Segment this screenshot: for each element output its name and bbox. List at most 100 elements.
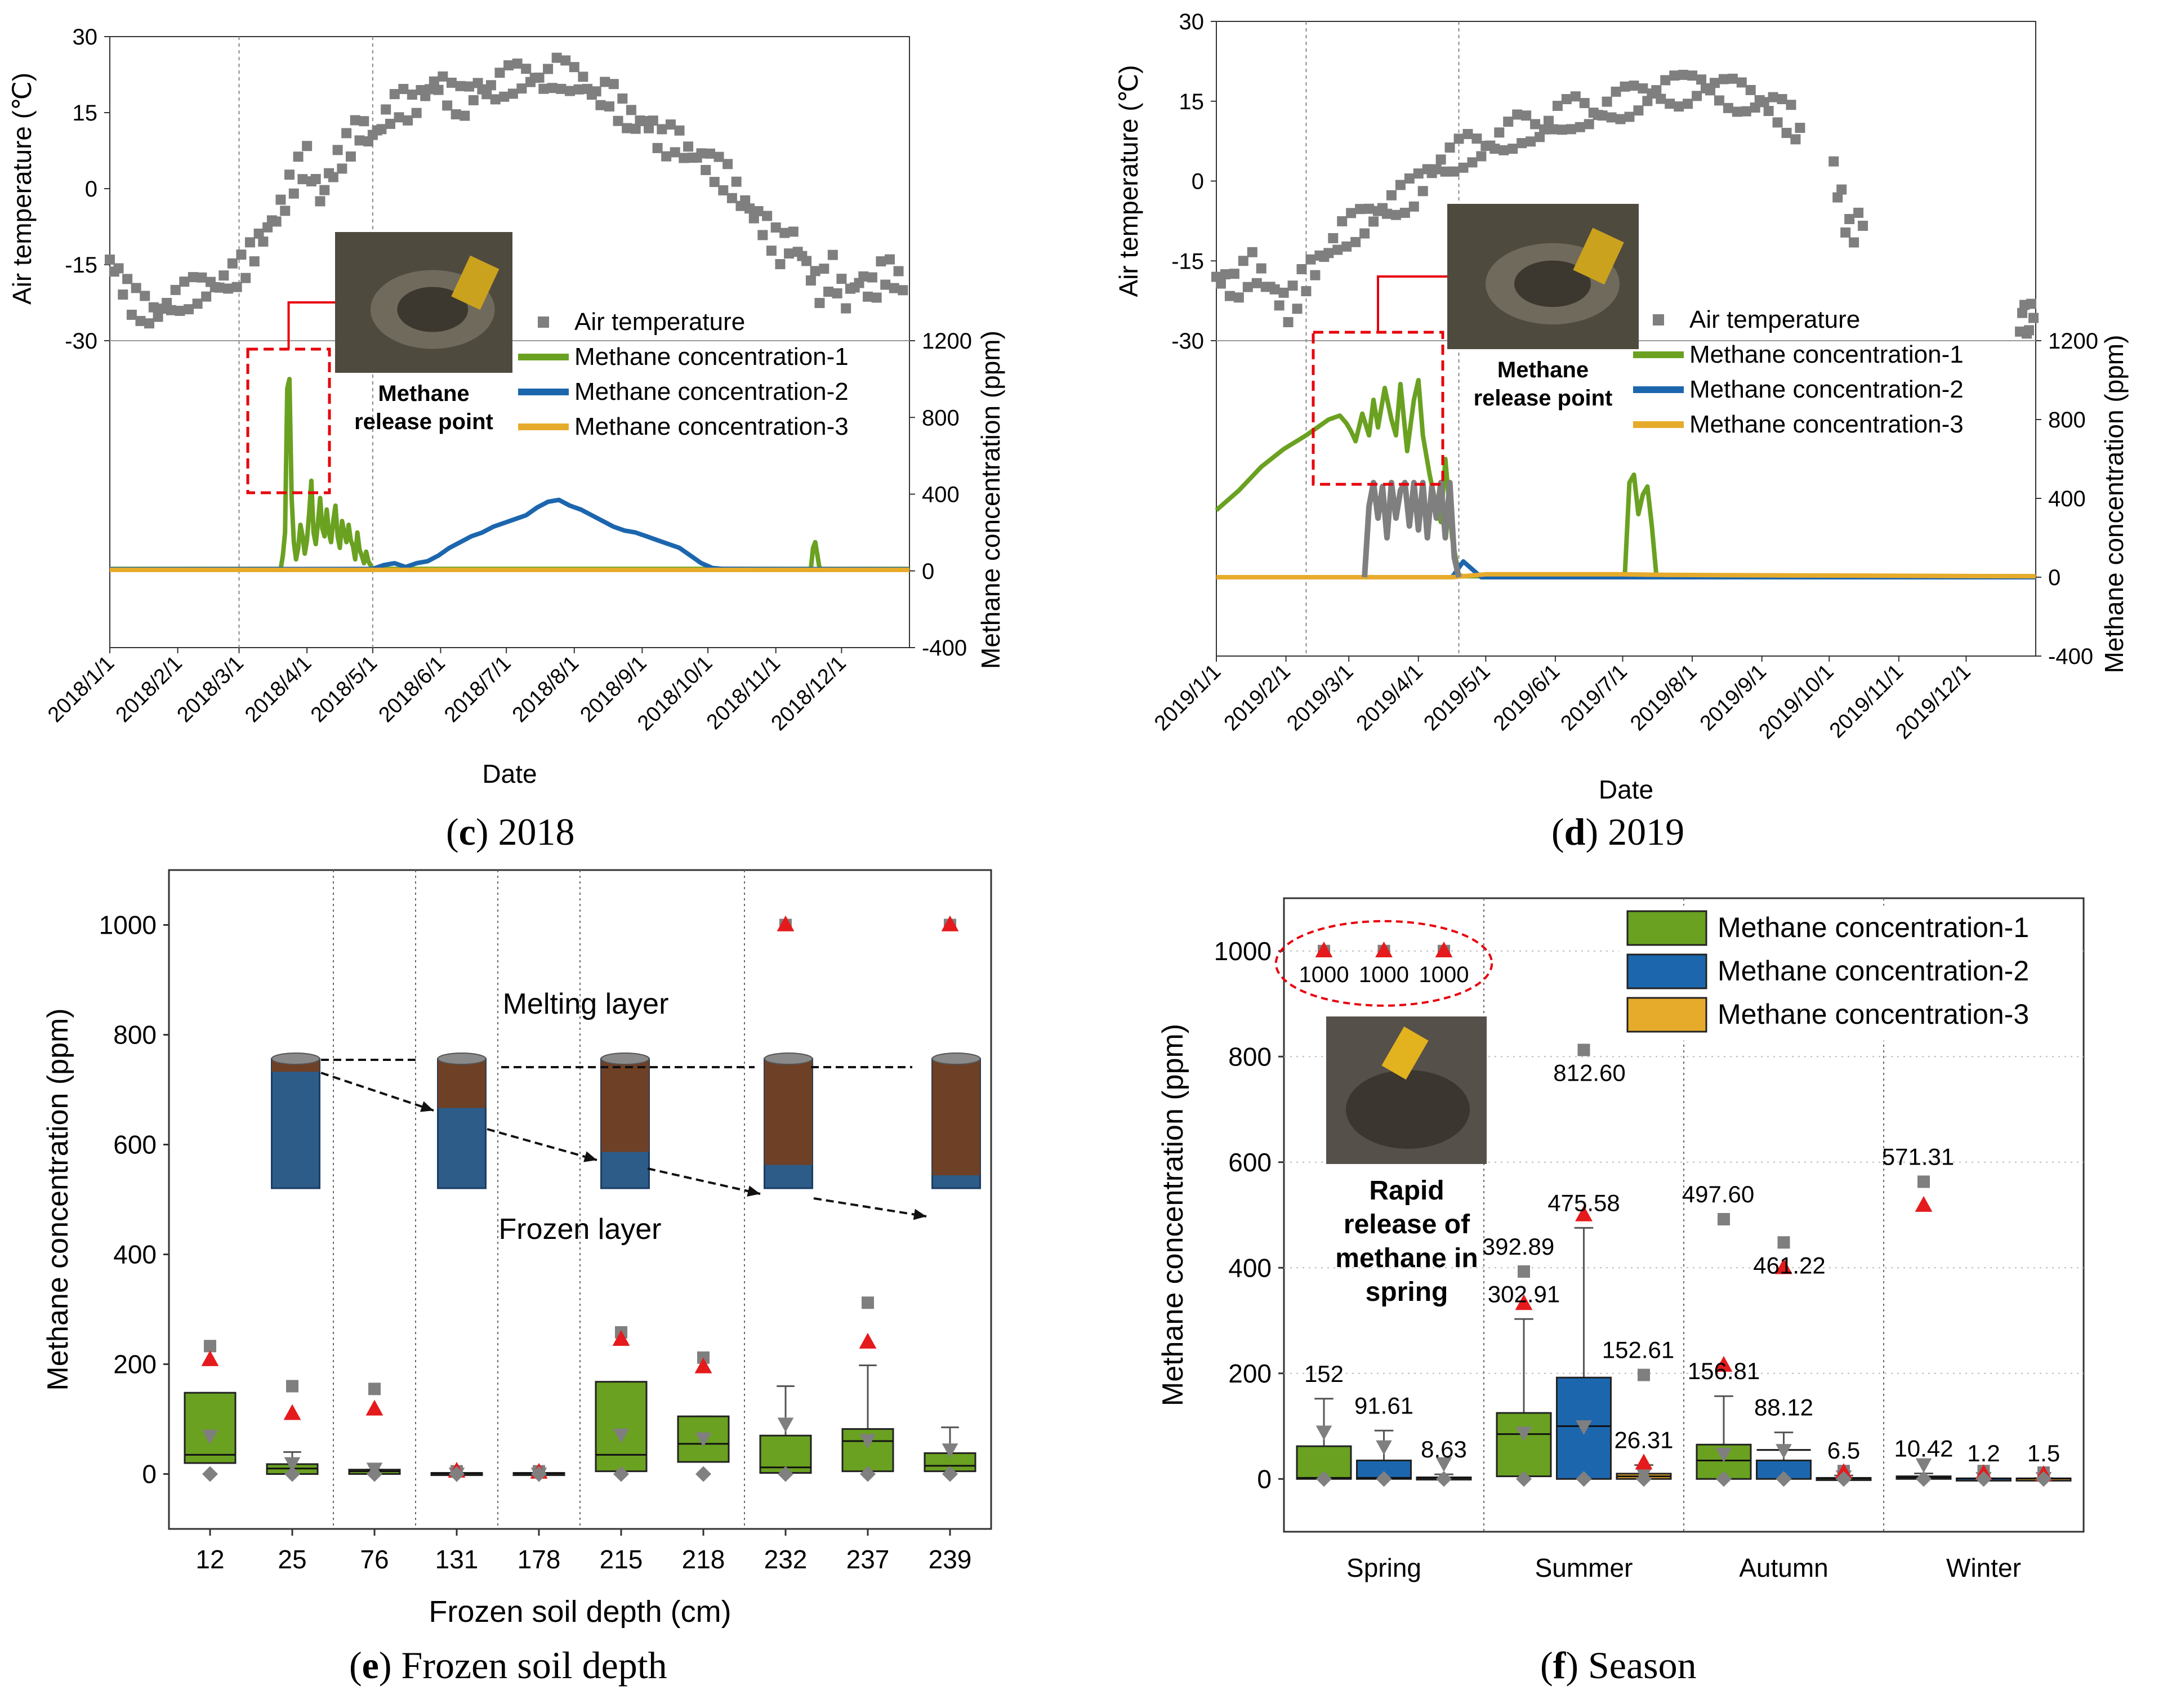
temp-point (1499, 145, 1509, 155)
temp-point (670, 147, 680, 158)
temp-point (244, 237, 255, 248)
y-tick-label-left: 15 (1179, 90, 1205, 114)
temp-point (753, 206, 764, 216)
season-mean-marker (1435, 1457, 1452, 1472)
temp-point (1535, 132, 1545, 142)
temp-point (218, 270, 229, 281)
temp-point (1727, 73, 1738, 84)
temp-point (1521, 110, 1532, 121)
temp-point (512, 58, 523, 69)
series-line-methane-concentration-2 (109, 497, 910, 572)
temp-point (1364, 203, 1375, 214)
temp-point (1381, 208, 1392, 219)
y-tick-label-left: -15 (65, 253, 97, 278)
temp-point (652, 142, 663, 153)
depth-p99-marker (694, 1357, 712, 1373)
frozen-front-arrow (647, 1167, 761, 1195)
legend-label: Methane concentration-2 (1689, 376, 1964, 403)
y-tick-label-right: -400 (2048, 644, 2093, 669)
max-value-label: 152.61 (1602, 1337, 1674, 1363)
temp-point (201, 291, 212, 302)
temp-point (503, 60, 514, 71)
temp-point (1238, 256, 1248, 266)
y-axis-title: Methane concentration (ppm) (42, 1008, 74, 1390)
x-tick-label: Autumn (1739, 1553, 1828, 1582)
temp-point (345, 151, 356, 162)
temp-point (617, 93, 628, 104)
x-tick-label: 2019/10/1 (1754, 660, 1838, 744)
temp-point (184, 304, 194, 315)
temp-point (657, 124, 667, 135)
temp-point (661, 151, 672, 162)
temp-point (1296, 264, 1307, 274)
x-tick-label: 2018/7/1 (440, 652, 515, 727)
temp-point (600, 77, 610, 87)
season-min-marker (1516, 1471, 1532, 1487)
y-tick-label-left: -30 (65, 329, 97, 354)
inset-label-line: spring (1366, 1277, 1448, 1307)
x-tick-label: Winter (1946, 1553, 2021, 1582)
temp-point (713, 151, 724, 162)
x-axis-title: Date (1599, 775, 1653, 804)
temp-point (1660, 75, 1671, 86)
temp-point (170, 284, 181, 295)
x-axis-title: Date (482, 759, 537, 788)
temp-point (1251, 278, 1262, 288)
temp-point (249, 256, 260, 267)
temp-point (1732, 106, 1742, 117)
x-tick-label: 2018/6/1 (374, 652, 450, 727)
caption-c: (c) 2018 (446, 810, 575, 853)
temp-point (429, 76, 439, 87)
temp-point (696, 148, 707, 159)
temp-point (1575, 122, 1585, 132)
depth-max-marker (286, 1380, 298, 1393)
temp-point (490, 94, 501, 105)
depth-max-marker (368, 1383, 381, 1395)
y-tick-label: 1000 (1214, 936, 1272, 966)
depth-mean-marker (695, 1432, 712, 1447)
depth-p99-marker (859, 1332, 877, 1349)
temp-point (1709, 78, 1720, 88)
temp-point (648, 115, 658, 126)
temp-point (140, 291, 150, 301)
temp-point (613, 115, 623, 126)
arrow-head (747, 1185, 760, 1197)
series-line-methane-concentration-3 (1216, 572, 2036, 579)
legend-label: Methane concentration-2 (1718, 955, 2029, 987)
temp-point (2026, 298, 2037, 309)
y-tick-label-right: 0 (922, 559, 934, 584)
outlier-label: 1000 (1299, 962, 1349, 987)
chart-2018: -30 -15 0 15 30 -400 0 400 800 1200 2018/1/12018/2… (7, 25, 1005, 788)
season-min-marker (2036, 1471, 2051, 1487)
y-tick-label-left: 15 (73, 101, 98, 126)
x-tick-label: 2019/7/1 (1557, 660, 1632, 735)
temp-point (880, 279, 891, 290)
annotation-line-1: Methane (1497, 358, 1589, 382)
x-tick-label: 237 (846, 1545, 890, 1574)
depth-min-marker (202, 1466, 218, 1482)
temp-point (118, 289, 128, 300)
temp-point (819, 264, 829, 274)
temp-point (547, 83, 558, 93)
arrow-head (420, 1101, 434, 1112)
y-tick-label-left: -15 (1171, 249, 1204, 274)
temp-point (871, 292, 882, 303)
x-tick-label: 2019/8/1 (1626, 660, 1701, 735)
temp-point (1390, 209, 1401, 220)
season-min-marker (1776, 1471, 1792, 1487)
temp-point (1781, 128, 1792, 139)
temp-point (175, 306, 185, 316)
temp-point (564, 86, 575, 96)
soil-melted-part (438, 1059, 486, 1108)
x-tick-label: 178 (518, 1545, 561, 1574)
temp-point (1310, 270, 1321, 280)
season-p99-marker (1635, 1453, 1653, 1470)
x-tick-label: 2019/6/1 (1489, 660, 1564, 735)
photo-ripple (397, 287, 469, 332)
temp-point (1229, 269, 1239, 279)
temp-point (1624, 112, 1635, 122)
temp-point (442, 100, 453, 111)
frozen-front-arrow (487, 1128, 597, 1161)
temp-point (398, 84, 409, 95)
temp-point (302, 141, 313, 151)
